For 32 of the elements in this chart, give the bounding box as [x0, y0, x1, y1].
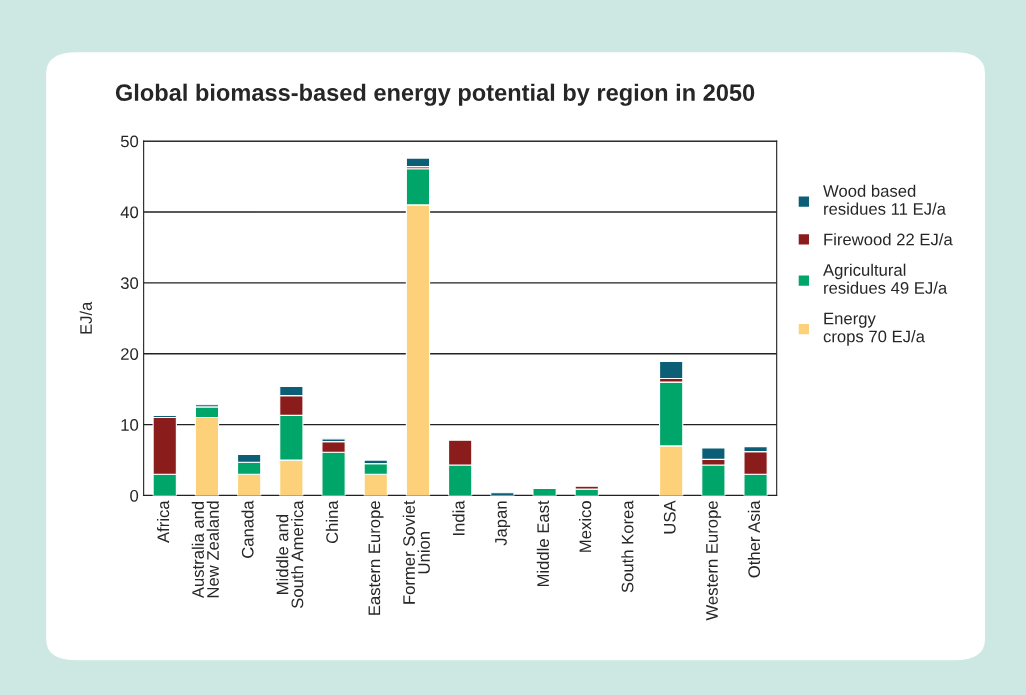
bar [532, 487, 557, 496]
x-tick-label: Other Asia [747, 500, 761, 578]
x-tick-label: India [452, 500, 465, 535]
legend-label: Firewood 22 EJ/a [824, 233, 953, 246]
x-tick-label: Japan [495, 501, 511, 546]
x-tick-label: Africa [156, 500, 170, 543]
x-tick-label: Former Soviet Union [402, 500, 430, 604]
x-tick-label: Australia and New Zealand [191, 501, 219, 599]
x-tick-label: South Korea [621, 500, 634, 593]
legend-label: Energy crops 70 EJ/a [823, 312, 925, 346]
y-tick-label: 30 [120, 277, 139, 290]
x-tick-label: Mexico [579, 501, 592, 552]
y-axis-title: EJ/a [79, 301, 92, 334]
y-tick-label: 10 [121, 419, 139, 431]
chart-title: Global biomass-based energy potential by region in 2050 [115, 83, 755, 106]
bar [405, 157, 431, 168]
legend-label: Wood based residues 11 EJ/a [823, 184, 946, 215]
y-tick-label: 20 [121, 348, 139, 360]
x-tick-label: Middle and South America [276, 500, 304, 609]
y-tick-label: 0 [130, 489, 139, 502]
x-tick-label: Canada [241, 500, 254, 558]
legend-label: Agricultural residues 49 EJ/a [823, 263, 948, 294]
bar [659, 360, 684, 380]
x-tick-label: Western Europe [706, 501, 722, 621]
x-tick-label: Eastern Europe [368, 501, 384, 615]
x-tick-label: USA [663, 500, 676, 534]
bar [701, 464, 726, 496]
bar [490, 492, 515, 496]
x-tick-label: Middle East [536, 500, 550, 587]
y-tick-label: 40 [120, 206, 139, 219]
x-tick-label: China [325, 500, 339, 544]
y-tick-label: 50 [120, 135, 139, 148]
